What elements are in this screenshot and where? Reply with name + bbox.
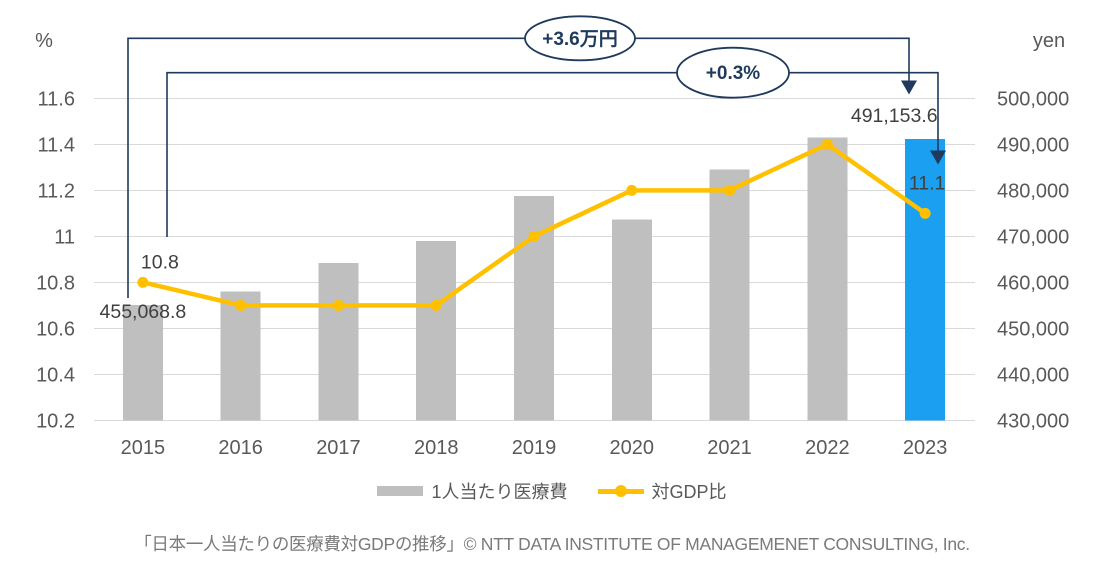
annotation-arrowhead-icon	[930, 150, 946, 165]
annotation-label: +0.3%	[706, 63, 761, 84]
bar	[709, 169, 750, 421]
chart-canvas: 11.6 500,000 11.4 490,000 11.2 480,000 11 470,0…	[35, 15, 1069, 459]
x-tick-label: 2018	[414, 437, 459, 459]
y-right-tick-label: 450,000	[997, 318, 1069, 340]
y-right-tick-label: 440,000	[997, 364, 1069, 386]
x-tick-label: 2021	[707, 437, 752, 459]
bar	[220, 291, 261, 421]
annotation-ellipse	[676, 46, 790, 99]
line-point	[430, 299, 442, 311]
x-tick-label: 2015	[121, 437, 166, 459]
x-tick-label: 2016	[218, 437, 263, 459]
annotation-label: +3.6万円	[542, 29, 618, 50]
x-tick-label: 2019	[512, 437, 557, 459]
line-point	[626, 184, 638, 196]
x-tick-label: 2017	[316, 437, 361, 459]
line-point	[919, 207, 931, 219]
x-tick-label: 2023	[903, 437, 948, 459]
y-right-tick-label: 430,000	[997, 410, 1069, 432]
y-left-tick-label: 10.6	[36, 318, 75, 340]
annotation-arrowhead-icon	[901, 80, 917, 95]
y-right-tick-label: 490,000	[997, 134, 1069, 156]
y-left-tick-label: 11.2	[38, 180, 75, 202]
data-label: 491,153.6	[851, 105, 938, 127]
line-series-swatch	[597, 485, 644, 497]
line-point	[528, 230, 540, 242]
y-right-tick-label: 500,000	[997, 88, 1069, 110]
y-right-tick-label: 480,000	[997, 180, 1069, 202]
legend-label-line-series: 対GDP比	[651, 482, 727, 502]
y-left-tick-label: 10.8	[36, 272, 75, 294]
line-point	[821, 138, 833, 150]
y-left-tick-label: 11	[54, 226, 75, 248]
data-label: 11.1	[909, 172, 946, 194]
y-left-tick-label: 10.2	[36, 410, 75, 432]
caption: 「日本一人当たりの医療費対GDPの推移」© NTT DATA INSTITUTE…	[134, 534, 970, 554]
legend-item-bar-series[interactable]: 1人当たり医療費	[377, 478, 568, 504]
right-axis-title: yen	[1033, 30, 1065, 52]
left-axis-title: %	[35, 30, 53, 52]
bar	[416, 240, 457, 421]
bar-highlighted	[905, 139, 946, 421]
bar-series-swatch	[377, 486, 424, 496]
bar	[122, 305, 163, 421]
line-point	[332, 299, 344, 311]
bar	[611, 219, 652, 421]
annotation-connector	[127, 37, 910, 298]
y-left-tick-label: 11.4	[38, 134, 75, 156]
legend-item-line-series[interactable]: 対GDP比	[597, 478, 727, 504]
y-right-tick-label: 460,000	[997, 272, 1069, 294]
y-right-tick-label: 470,000	[997, 226, 1069, 248]
line-point	[724, 184, 736, 196]
annotation-ellipse	[524, 15, 636, 62]
y-left-tick-label: 11.6	[38, 88, 75, 110]
line-series-marker-icon	[614, 485, 627, 497]
x-tick-label: 2022	[805, 437, 850, 459]
data-label: 10.8	[141, 251, 179, 273]
line-point	[235, 299, 247, 311]
x-tick-label: 2020	[610, 437, 655, 459]
data-label: 455,068.8	[100, 301, 187, 323]
line-point	[137, 276, 149, 288]
legend-label-bar-series: 1人当たり医療費	[431, 482, 568, 502]
annotation-connector	[166, 71, 939, 237]
legend: 1人当たり医療費 対GDP比	[0, 478, 1104, 504]
y-left-tick-label: 10.4	[36, 364, 75, 386]
bar	[318, 263, 359, 421]
bar	[807, 137, 848, 421]
